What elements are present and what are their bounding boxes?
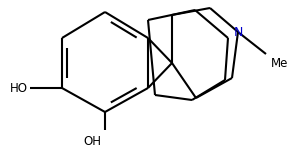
Text: N: N [233,26,243,39]
Text: OH: OH [83,135,101,148]
Text: HO: HO [10,82,28,95]
Text: Me: Me [271,57,288,70]
